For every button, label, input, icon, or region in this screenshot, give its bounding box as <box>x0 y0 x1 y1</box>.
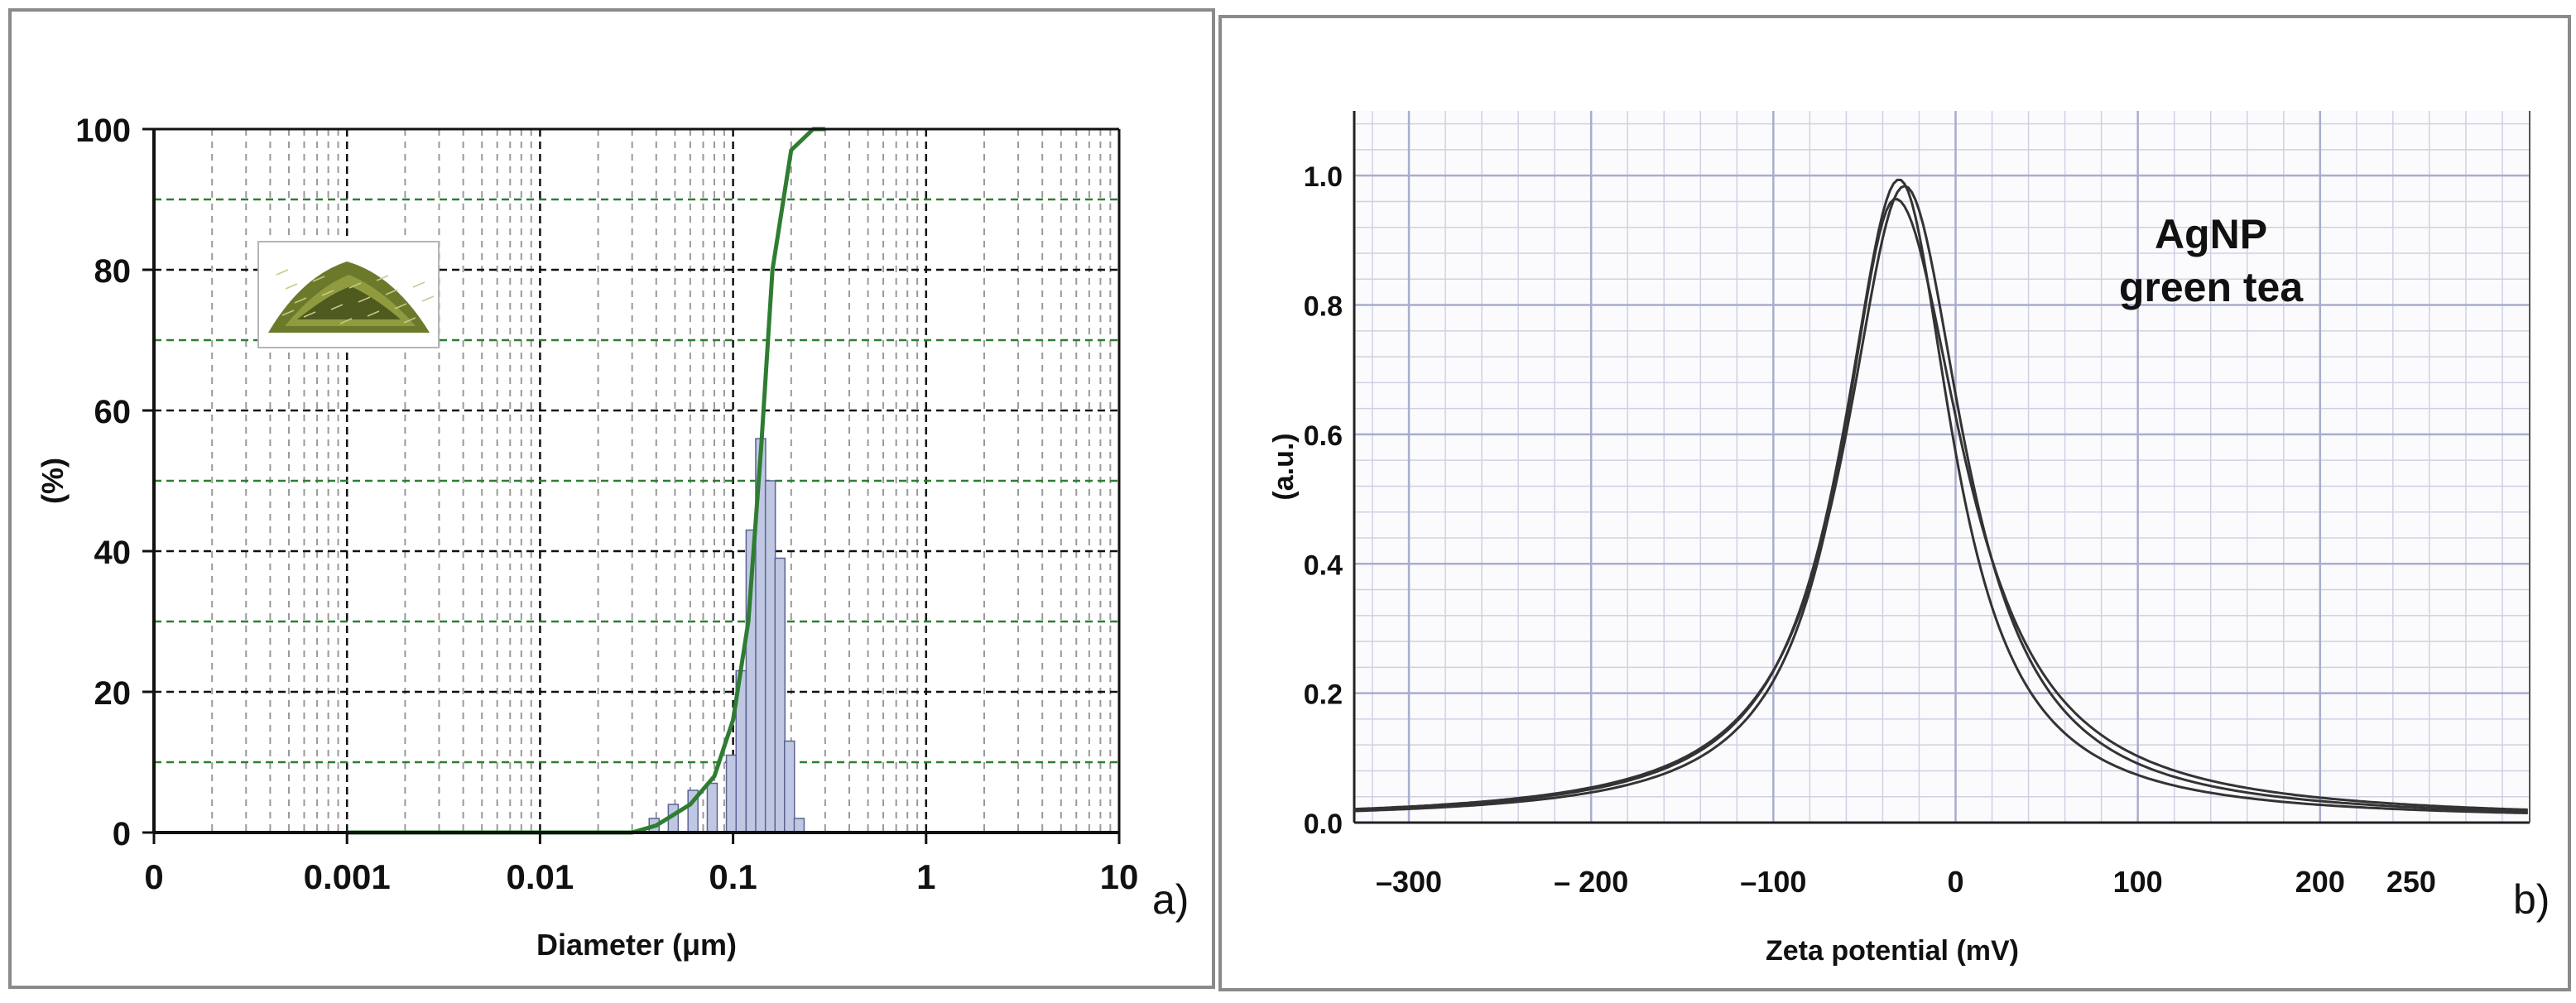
x-tick-label: 250 <box>2386 865 2436 899</box>
y-tick-label: 20 <box>94 675 132 712</box>
x-tick-label: 1 <box>916 857 935 896</box>
panel-a: 0 20 40 60 80 100 0 0.001 0.01 0.1 1 10 Diameter (μm… <box>8 8 1215 989</box>
histogram-bar <box>706 782 718 833</box>
zeta-curve <box>1353 185 2528 813</box>
x-tick-label: 200 <box>2295 865 2345 899</box>
x-tick-label: 10 <box>1100 857 1139 896</box>
tea-leaf-fleck <box>330 304 344 310</box>
x-axis-label: Diameter (μm) <box>536 928 737 962</box>
x-tick-label: –100 <box>1740 865 1806 899</box>
histogram-bar <box>793 818 805 833</box>
y-tick-label: 0.8 <box>1304 291 1343 323</box>
y-tick-label: 60 <box>94 394 132 430</box>
y-tick-label: 0.2 <box>1304 679 1343 711</box>
y-axis-label: (%) <box>36 458 70 504</box>
y-tick-label: 0.0 <box>1304 809 1343 840</box>
tea-leaf-fleck <box>312 276 325 282</box>
y-tick-label: 1.0 <box>1304 161 1343 193</box>
x-tick-label: – 200 <box>1554 865 1628 899</box>
tea-leaf-fleck <box>303 311 316 318</box>
panel-b: 0.0 0.2 0.4 0.6 0.8 1.0 –300 – 200 –100 0 100 200 25… <box>1218 15 2571 991</box>
zeta-potential-chart: 0.0 0.2 0.4 0.6 0.8 1.0 –300 – 200 –100 0 100 200 25… <box>1268 111 2550 967</box>
x-tick-label: 100 <box>2113 865 2163 899</box>
y-tick-label: 0.4 <box>1304 549 1343 581</box>
x-tick-label: 0.1 <box>709 857 757 896</box>
tea-leaf-fleck <box>348 282 362 289</box>
tea-leaf-fleck <box>281 310 295 316</box>
zeta-curve <box>1353 198 2528 813</box>
plot-background <box>1354 111 2530 823</box>
tea-leaf-fleck <box>376 275 389 281</box>
x-tick-label: –300 <box>1376 865 1442 899</box>
annotation-line-2: green tea <box>2119 264 2304 310</box>
panel-label: b) <box>2513 876 2550 923</box>
x-axis-label: Zeta potential (mV) <box>1766 935 2019 967</box>
y-tick-label: 100 <box>75 113 131 149</box>
tea-leaf-fleck <box>403 317 416 324</box>
tea-leaf-fleck <box>367 310 380 317</box>
tea-leaf-fleck <box>412 281 425 288</box>
inset-image-green-tea <box>257 241 440 348</box>
y-tick-label: 40 <box>94 535 132 571</box>
y-tick-label: 0 <box>113 816 131 852</box>
x-tick-label: 0 <box>144 857 163 896</box>
tea-leaf-fleck <box>276 269 289 276</box>
size-distribution-chart: 0 20 40 60 80 100 0 0.001 0.01 0.1 1 10 Diameter (μm… <box>36 113 1189 962</box>
tea-pile-shadow <box>297 286 401 319</box>
tea-leaf-fleck <box>358 296 371 303</box>
y-tick-label: 0.6 <box>1304 420 1343 452</box>
x-tick-label: 0.01 <box>507 857 574 896</box>
histogram-bar <box>764 480 776 833</box>
zeta-curve <box>1353 178 2528 814</box>
tea-leaf-fleck <box>294 297 307 304</box>
x-tick-label: 0.001 <box>304 857 391 896</box>
histogram-bar <box>784 740 795 833</box>
histogram-bar <box>725 754 738 833</box>
histogram-bar <box>774 557 786 833</box>
tea-leaf-fleck <box>285 283 298 290</box>
y-tick-label: 80 <box>94 253 132 290</box>
tea-leaf-fleck <box>394 303 407 310</box>
tea-leaf-fleck <box>339 318 353 324</box>
tea-leaf-fleck <box>385 289 398 295</box>
cumulative-line <box>347 127 825 835</box>
y-axis-label: (a.u.) <box>1268 433 1300 500</box>
tea-leaf-fleck <box>321 290 334 296</box>
x-tick-label: 0 <box>1947 865 1963 899</box>
tea-leaf-fleck <box>421 295 435 302</box>
panel-label: a) <box>1152 876 1189 923</box>
annotation-line-1: AgNP <box>2155 211 2267 257</box>
